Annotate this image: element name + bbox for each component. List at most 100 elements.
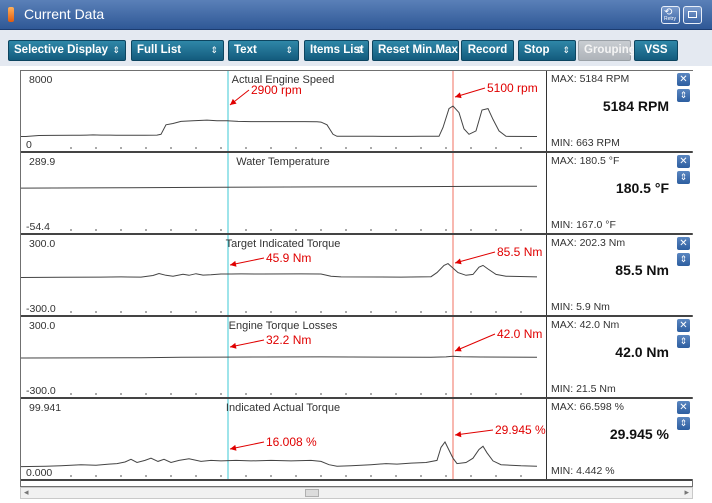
current-value: 42.0 Nm [615, 344, 669, 360]
reorder-icon[interactable]: ⇕ [677, 417, 690, 430]
arrowhead [230, 444, 237, 451]
selective-display-select-label: Selective Display [14, 44, 108, 56]
strip-divider [21, 233, 692, 235]
min-value: MIN: 663 RPM [551, 137, 620, 149]
selective-display-select[interactable]: Selective Display ⇕ [8, 40, 126, 61]
vss-button-label: VSS [644, 44, 668, 56]
y-axis-min-label: -300.0 [26, 303, 56, 315]
close-icon[interactable]: ✕ [677, 237, 690, 250]
full-list-select[interactable]: Full List ⇕ [131, 40, 224, 61]
value-info-panel: MAX: 42.0 Nm 42.0 Nm MIN: 21.5 Nm ✕ ⇕ [546, 317, 693, 397]
close-icon[interactable]: ✕ [677, 155, 690, 168]
current-value: 180.5 °F [615, 180, 669, 196]
y-axis-max-label: 99.941 [29, 402, 62, 414]
retry-button[interactable]: ⟲ Retry [661, 6, 680, 24]
max-value: MAX: 66.598 % [551, 401, 624, 413]
arrowhead [455, 92, 462, 99]
text-select[interactable]: Text ⇕ [228, 40, 299, 61]
data-line [21, 105, 538, 137]
red-cursor-value: 29.945 % [495, 423, 546, 437]
scroll-right-icon[interactable]: ▸ [684, 487, 689, 497]
graph-title: Indicated Actual Torque [225, 402, 341, 414]
graph-plot-area[interactable]: Actual Engine Speed 8000 0 2900 rpm 5100 rpm [21, 71, 545, 153]
items-list-select[interactable]: Items List ⇕ [304, 40, 369, 61]
y-axis-min-label: -54.4 [26, 221, 50, 233]
reorder-icon[interactable]: ⇕ [677, 89, 690, 102]
max-value: MAX: 202.3 Nm [551, 237, 626, 249]
close-icon[interactable]: ✕ [677, 401, 690, 414]
reset-minmax-button-label: Reset Min.Max [378, 44, 458, 56]
window-title: Current Data [24, 6, 105, 22]
items-list-select-label: Items List [310, 44, 364, 56]
red-cursor-value: 5100 rpm [487, 81, 538, 95]
graph-strip: Water Temperature 289.9 -54.4 MAX: 180.5 °F… [21, 153, 693, 235]
red-label-arrow [454, 333, 496, 352]
scroll-thumb[interactable] [305, 489, 319, 497]
updown-arrows-icon: ⇕ [112, 45, 120, 55]
min-value: MIN: 4.442 % [551, 465, 615, 477]
retry-icon: ⟲ [664, 7, 673, 18]
value-info-panel: MAX: 5184 RPM 5184 RPM MIN: 663 RPM ✕ ⇕ [546, 71, 693, 151]
app-icon [8, 7, 14, 22]
arrowhead [455, 345, 462, 352]
graph-svg [21, 317, 538, 399]
graph-svg [21, 235, 538, 317]
strip-divider [21, 151, 692, 153]
red-label-arrow [454, 251, 496, 264]
updown-arrows-icon: ⇕ [562, 45, 570, 55]
graph-title: Actual Engine Speed [231, 74, 335, 86]
record-button[interactable]: Record [461, 40, 514, 61]
window-icon [688, 11, 697, 18]
text-select-label: Text [234, 44, 257, 56]
full-list-select-label: Full List [137, 44, 182, 56]
max-value: MAX: 180.5 °F [551, 155, 620, 167]
graph-plot-area[interactable]: Engine Torque Losses 300.0 -300.0 32.2 Nm 42… [21, 317, 545, 399]
max-value: MAX: 42.0 Nm [551, 319, 620, 331]
cyan-cursor-value: 32.2 Nm [266, 333, 312, 347]
horizontal-scrollbar[interactable]: ◂ ▸ [20, 487, 693, 499]
toolbar: Selective Display ⇕ Full List ⇕ Text ⇕ Items L… [0, 30, 712, 66]
grouping-button-label: Grouping [584, 44, 636, 56]
y-axis-max-label: 300.0 [29, 238, 56, 250]
arrowhead [455, 431, 462, 438]
stop-select[interactable]: Stop ⇕ [518, 40, 576, 61]
value-info-panel: MAX: 66.598 % 29.945 % MIN: 4.442 % ✕ ⇕ [546, 399, 693, 479]
red-label-arrow [454, 429, 494, 436]
graph-title: Engine Torque Losses [228, 320, 338, 332]
graph-strip: Engine Torque Losses 300.0 -300.0 32.2 Nm 42… [21, 317, 693, 399]
graph-title: Target Indicated Torque [225, 238, 341, 250]
arrowhead [230, 260, 237, 267]
reorder-icon[interactable]: ⇕ [677, 335, 690, 348]
cyan-cursor-value: 16.008 % [266, 435, 317, 449]
data-line [21, 263, 538, 278]
graph-plot-area[interactable]: Indicated Actual Torque 99.941 0.000 16.008… [21, 399, 546, 481]
value-info-panel: MAX: 180.5 °F 180.5 °F MIN: 167.0 °F ✕ ⇕ [546, 153, 693, 233]
reorder-icon[interactable]: ⇕ [677, 171, 690, 184]
close-icon[interactable]: ✕ [677, 73, 690, 86]
current-value: 5184 RPM [602, 98, 669, 114]
graph-title: Water Temperature [236, 156, 330, 168]
updown-arrows-icon: ⇕ [355, 45, 363, 55]
window-toggle-button[interactable] [683, 6, 702, 24]
vss-button[interactable]: VSS [634, 40, 678, 61]
stop-select-label: Stop [524, 44, 550, 56]
graph-plot-area[interactable]: Target Indicated Torque 300.0 -300.0 45.9 N… [21, 235, 545, 317]
graph-strip: Actual Engine Speed 8000 0 2900 rpm 5100 rpm… [21, 71, 693, 153]
min-value: MIN: 167.0 °F [551, 219, 616, 231]
y-axis-min-label: -300.0 [26, 385, 56, 397]
reorder-icon[interactable]: ⇕ [677, 253, 690, 266]
record-button-label: Record [467, 44, 508, 56]
updown-arrows-icon: ⇕ [210, 45, 218, 55]
arrowhead [455, 258, 462, 265]
graph-plot-area[interactable]: Water Temperature 289.9 -54.4 [21, 153, 545, 235]
graph-strip: Target Indicated Torque 300.0 -300.0 45.9 N… [21, 235, 693, 317]
scroll-left-icon[interactable]: ◂ [24, 487, 29, 497]
strip-divider [21, 315, 692, 317]
red-cursor-value: 85.5 Nm [497, 245, 543, 259]
retry-label: Retry [664, 16, 676, 22]
updown-arrows-icon: ⇕ [285, 45, 293, 55]
close-icon[interactable]: ✕ [677, 319, 690, 332]
y-axis-max-label: 289.9 [29, 156, 56, 168]
max-value: MAX: 5184 RPM [551, 73, 630, 85]
reset-minmax-button[interactable]: Reset Min.Max [372, 40, 459, 61]
